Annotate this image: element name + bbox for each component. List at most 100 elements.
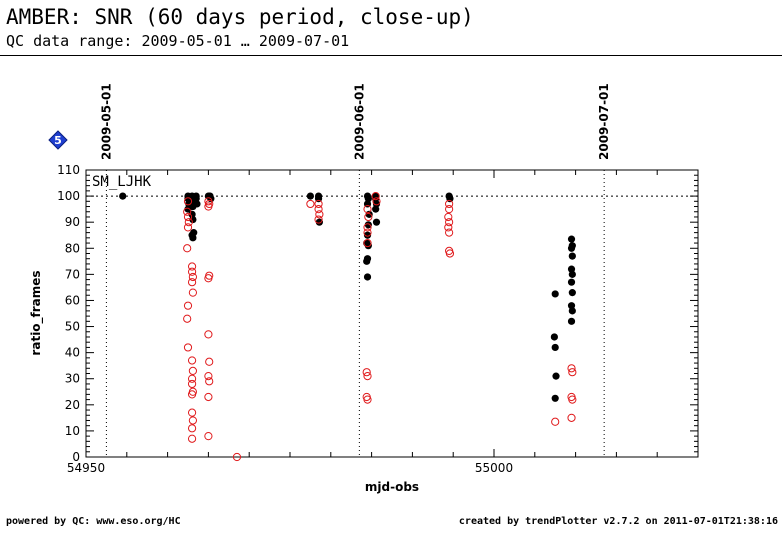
data-point-open (363, 228, 372, 237)
data-point-open (205, 377, 214, 386)
diamond-badge-icon: 5 (48, 130, 68, 150)
data-point-open (188, 288, 197, 297)
data-point-open (187, 262, 197, 271)
data-point-open (314, 215, 323, 224)
date-marker-label: 2009-07-01 (597, 83, 611, 160)
plot-border (85, 169, 699, 458)
plot-frame (85, 169, 699, 458)
y-tick-label: 100 (57, 189, 80, 203)
data-point-filled (552, 372, 560, 380)
data-point-open (444, 212, 453, 222)
legend-label: SM_LJHK (92, 174, 152, 190)
title-rule (0, 55, 782, 56)
data-point-filled (372, 218, 381, 226)
data-point-filled (567, 317, 576, 325)
data-point-open (187, 356, 197, 365)
data-point-open (204, 432, 213, 441)
data-point-open (445, 199, 454, 209)
data-point-filled (567, 244, 576, 252)
data-point-open (187, 379, 197, 389)
data-point-open (187, 424, 197, 433)
data-point-open (567, 413, 576, 422)
data-point-open (306, 199, 315, 209)
data-point-open (445, 205, 454, 214)
y-tick-label: 80 (65, 241, 80, 255)
data-point-open (362, 368, 371, 377)
data-point-filled (550, 333, 558, 341)
x-axis-label: mjd-obs (365, 480, 419, 494)
y-tick-label: 40 (65, 346, 80, 360)
y-tick-label: 30 (65, 372, 80, 386)
data-point-filled (372, 205, 380, 213)
chart-title: AMBER: SNR (60 days period, close-up) (6, 5, 474, 29)
chart-subtitle: QC data range: 2009-05-01 … 2009-07-01 (6, 32, 350, 50)
data-point-filled (551, 343, 559, 352)
y-tick-label: 50 (65, 320, 80, 334)
data-point-open (183, 314, 192, 323)
data-point-filled (193, 200, 201, 208)
data-point-open (363, 205, 372, 214)
data-point-open (314, 205, 323, 214)
badge-label: 5 (54, 134, 62, 147)
y-tick-label: 90 (65, 215, 80, 229)
data-point-filled (363, 257, 371, 265)
data-point-filled (189, 234, 197, 242)
data-point-open (363, 223, 372, 232)
data-point-open (204, 330, 213, 339)
data-point-open (187, 374, 197, 383)
data-point-open (183, 212, 193, 222)
data-point-open (232, 452, 242, 462)
data-point-open (188, 366, 197, 375)
data-point-filled (568, 307, 576, 315)
date-marker-label: 2009-05-01 (99, 83, 113, 160)
data-point-open (315, 210, 324, 219)
data-point-open (183, 223, 193, 232)
data-point-filled (568, 252, 576, 260)
badge-diamond (48, 130, 68, 150)
data-point-filled (315, 218, 323, 226)
data-point-open (364, 212, 373, 222)
data-point-open (187, 267, 197, 276)
x-tick-label: 54950 (67, 461, 105, 475)
y-tick-label: 110 (57, 163, 80, 177)
footer-powered-by: powered by QC: www.eso.org/HC (6, 516, 181, 527)
data-point-open (205, 357, 214, 366)
data-point-filled (551, 290, 559, 298)
data-point-open (204, 202, 213, 211)
data-point-open (568, 395, 577, 404)
data-point-open (363, 372, 372, 381)
data-point-open (567, 364, 576, 373)
data-point-filled (363, 231, 372, 239)
data-point-open (183, 343, 193, 352)
data-point-open (371, 191, 380, 201)
y-tick-label: 20 (65, 398, 80, 412)
data-point-open (188, 272, 197, 282)
y-tick-label: 10 (65, 424, 80, 438)
data-point-open (445, 228, 454, 237)
data-point-filled (568, 270, 576, 278)
data-point-filled (567, 235, 576, 243)
footer-created-by: created by trendPlotter v2.7.2 on 2011-0… (458, 516, 778, 527)
data-point-open (204, 372, 213, 381)
data-point-filled (119, 192, 127, 200)
data-point-open (314, 199, 323, 209)
data-point-open (183, 197, 193, 206)
data-point-open (187, 278, 197, 287)
data-points (119, 191, 577, 462)
data-point-open (187, 390, 197, 399)
x-axis: 54950 55000 (67, 170, 699, 475)
data-point-filled (364, 242, 372, 250)
data-point-open (568, 368, 577, 377)
y-tick-label: 60 (65, 293, 80, 307)
data-point-open (445, 249, 455, 258)
date-marker-label: 2009-06-01 (352, 83, 366, 160)
data-point-open (204, 274, 213, 283)
data-point-filled (364, 221, 372, 229)
data-point-open (372, 197, 381, 206)
data-point-filled (306, 192, 314, 200)
data-point-filled (551, 394, 559, 402)
data-point-open (183, 207, 192, 216)
y-axis: 0 10 20 30 40 50 60 70 80 90 100 110 (57, 163, 698, 464)
data-point-open (183, 244, 192, 253)
